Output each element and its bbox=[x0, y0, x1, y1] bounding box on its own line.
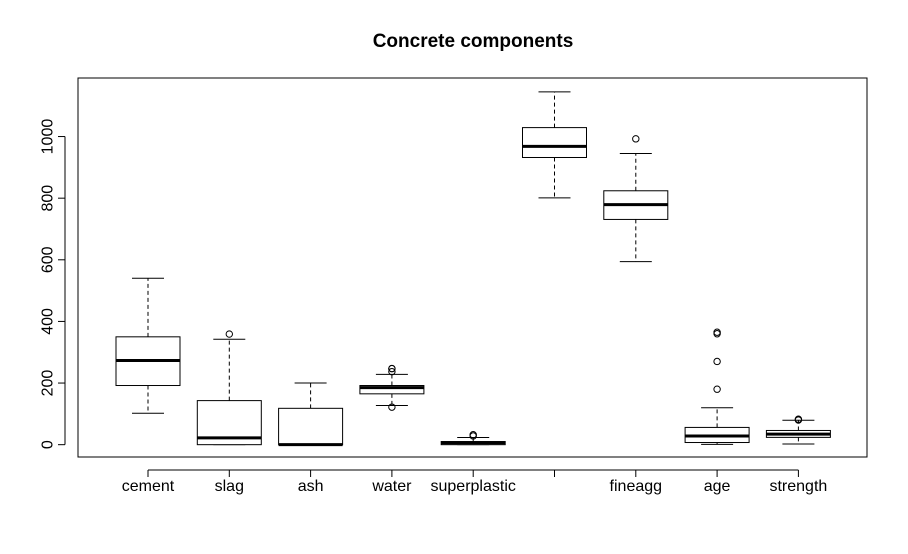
x-axis: cement slag ash water superplastic fineagg age… bbox=[122, 469, 827, 495]
outlier-point bbox=[388, 367, 396, 376]
boxes-group bbox=[115, 91, 831, 447]
box-group bbox=[115, 277, 181, 414]
box-group bbox=[522, 91, 587, 199]
outlier-point bbox=[713, 385, 721, 393]
box-iqr bbox=[522, 127, 587, 158]
y-axis: 0 200 400 600 800 1000 bbox=[40, 119, 66, 449]
outlier-point bbox=[713, 328, 721, 336]
x-tick-label: superplastic bbox=[431, 478, 516, 495]
box-group bbox=[765, 415, 831, 445]
outlier-point bbox=[225, 330, 234, 338]
y-tick-label: 1000 bbox=[40, 119, 57, 155]
x-tick-label: water bbox=[371, 478, 412, 495]
plot-frame bbox=[77, 77, 868, 458]
x-tick-label: ash bbox=[298, 478, 324, 495]
outlier-point bbox=[469, 431, 477, 439]
box-group bbox=[359, 364, 425, 411]
y-tick-label: 200 bbox=[40, 370, 57, 397]
x-tick-label: age bbox=[704, 478, 731, 495]
y-tick-label: 400 bbox=[40, 308, 57, 335]
x-tick-label: strength bbox=[769, 478, 827, 495]
x-tick-label: fineagg bbox=[610, 478, 663, 495]
box-iqr bbox=[278, 407, 344, 446]
y-tick-label: 800 bbox=[40, 185, 57, 212]
box-iqr bbox=[359, 385, 425, 395]
x-tick-label: slag bbox=[215, 478, 244, 495]
outlier-point bbox=[388, 403, 396, 411]
y-tick-label: 0 bbox=[40, 440, 57, 449]
outlier-point bbox=[632, 135, 640, 143]
outlier-point bbox=[713, 357, 721, 366]
box-group bbox=[196, 330, 262, 446]
box-group bbox=[440, 431, 506, 446]
y-tick-label: 600 bbox=[40, 246, 57, 273]
box-group bbox=[684, 328, 750, 445]
chart-title: Concrete components bbox=[373, 31, 574, 52]
box-group bbox=[603, 135, 669, 263]
box-group bbox=[278, 382, 344, 447]
outlier-point bbox=[388, 364, 396, 373]
outlier-point bbox=[794, 415, 803, 423]
x-tick-label: cement bbox=[122, 478, 175, 495]
